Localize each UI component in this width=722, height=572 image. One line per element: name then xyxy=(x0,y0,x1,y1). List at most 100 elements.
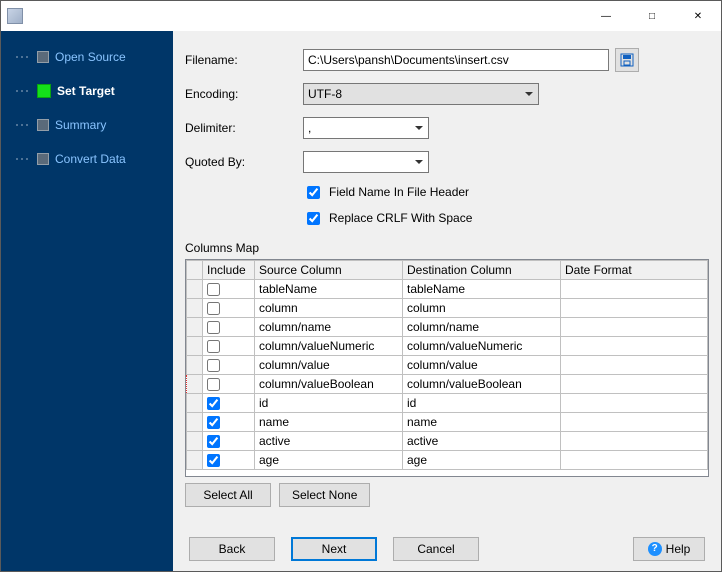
help-icon: ? xyxy=(648,542,662,556)
encoding-select[interactable]: UTF-8 xyxy=(303,83,539,105)
table-row[interactable]: activeactive xyxy=(187,432,708,451)
row-handle[interactable] xyxy=(187,280,203,299)
source-cell[interactable]: column/value xyxy=(255,356,403,375)
include-checkbox[interactable] xyxy=(207,397,220,410)
date-cell[interactable] xyxy=(561,299,708,318)
dest-cell[interactable]: column/valueNumeric xyxy=(403,337,561,356)
row-handle[interactable] xyxy=(187,337,203,356)
include-checkbox[interactable] xyxy=(207,378,220,391)
dest-cell[interactable]: age xyxy=(403,451,561,470)
minimize-button[interactable]: — xyxy=(583,1,629,31)
date-cell[interactable] xyxy=(561,337,708,356)
include-checkbox[interactable] xyxy=(207,435,220,448)
row-handle[interactable] xyxy=(187,356,203,375)
dest-cell[interactable]: column/value xyxy=(403,356,561,375)
table-row[interactable]: column/valueNumericcolumn/valueNumeric xyxy=(187,337,708,356)
delimiter-select[interactable]: , xyxy=(303,117,429,139)
wizard-step[interactable]: Open Source xyxy=(13,45,165,69)
include-checkbox[interactable] xyxy=(207,302,220,315)
source-cell[interactable]: id xyxy=(255,394,403,413)
include-checkbox[interactable] xyxy=(207,359,220,372)
table-row[interactable]: tableNametableName xyxy=(187,280,708,299)
wizard-step[interactable]: Set Target xyxy=(13,79,165,103)
dest-cell[interactable]: active xyxy=(403,432,561,451)
encoding-label: Encoding: xyxy=(185,87,303,101)
include-checkbox[interactable] xyxy=(207,321,220,334)
row-handle[interactable] xyxy=(187,432,203,451)
table-header-source[interactable]: Source Column xyxy=(255,261,403,280)
wizard-step[interactable]: Convert Data xyxy=(13,147,165,171)
source-cell[interactable]: column/name xyxy=(255,318,403,337)
row-handle[interactable] xyxy=(187,394,203,413)
help-button[interactable]: ? Help xyxy=(633,537,705,561)
date-cell[interactable] xyxy=(561,318,708,337)
dest-cell[interactable]: id xyxy=(403,394,561,413)
table-header-dest[interactable]: Destination Column xyxy=(403,261,561,280)
maximize-button[interactable]: □ xyxy=(629,1,675,31)
close-button[interactable]: ✕ xyxy=(675,1,721,31)
source-cell[interactable]: tableName xyxy=(255,280,403,299)
help-label: Help xyxy=(666,542,691,556)
table-row[interactable]: namename xyxy=(187,413,708,432)
field-header-label[interactable]: Field Name In File Header xyxy=(329,185,469,199)
source-cell[interactable]: age xyxy=(255,451,403,470)
date-cell[interactable] xyxy=(561,432,708,451)
columns-map-table: Include Source Column Destination Column… xyxy=(185,259,709,477)
save-icon xyxy=(620,53,634,67)
date-cell[interactable] xyxy=(561,280,708,299)
columns-map-label: Columns Map xyxy=(185,241,709,255)
back-button[interactable]: Back xyxy=(189,537,275,561)
step-marker-icon xyxy=(37,51,49,63)
replace-crlf-label[interactable]: Replace CRLF With Space xyxy=(329,211,472,225)
include-checkbox[interactable] xyxy=(207,454,220,467)
date-cell[interactable] xyxy=(561,394,708,413)
table-row[interactable]: column/valuecolumn/value xyxy=(187,356,708,375)
select-none-button[interactable]: Select None xyxy=(279,483,370,507)
source-cell[interactable]: name xyxy=(255,413,403,432)
source-cell[interactable]: column xyxy=(255,299,403,318)
date-cell[interactable] xyxy=(561,375,708,394)
select-all-button[interactable]: Select All xyxy=(185,483,271,507)
app-icon xyxy=(7,8,23,24)
row-handle[interactable] xyxy=(187,299,203,318)
source-cell[interactable]: column/valueBoolean xyxy=(255,375,403,394)
step-marker-icon xyxy=(37,119,49,131)
row-handle[interactable] xyxy=(187,451,203,470)
table-row[interactable]: columncolumn xyxy=(187,299,708,318)
table-row[interactable]: column/namecolumn/name xyxy=(187,318,708,337)
table-header-date[interactable]: Date Format xyxy=(561,261,708,280)
dest-cell[interactable]: column xyxy=(403,299,561,318)
date-cell[interactable] xyxy=(561,413,708,432)
replace-crlf-checkbox[interactable] xyxy=(307,212,320,225)
filename-input[interactable] xyxy=(303,49,609,71)
main-panel: Filename: Encoding: UTF-8 Deli xyxy=(173,31,721,571)
include-checkbox[interactable] xyxy=(207,283,220,296)
row-handle[interactable] xyxy=(187,413,203,432)
step-marker-icon xyxy=(37,84,51,98)
cancel-button[interactable]: Cancel xyxy=(393,537,479,561)
field-header-checkbox[interactable] xyxy=(307,186,320,199)
source-cell[interactable]: active xyxy=(255,432,403,451)
table-row[interactable]: ageage xyxy=(187,451,708,470)
step-label: Set Target xyxy=(57,84,115,98)
next-button[interactable]: Next xyxy=(291,537,377,561)
date-cell[interactable] xyxy=(561,356,708,375)
wizard-step[interactable]: Summary xyxy=(13,113,165,137)
dest-cell[interactable]: name xyxy=(403,413,561,432)
table-row[interactable]: idid xyxy=(187,394,708,413)
table-row[interactable]: column/valueBooleancolumn/valueBoolean xyxy=(187,375,708,394)
table-header-include[interactable]: Include xyxy=(203,261,255,280)
row-handle[interactable] xyxy=(187,318,203,337)
source-cell[interactable]: column/valueNumeric xyxy=(255,337,403,356)
quoted-select[interactable] xyxy=(303,151,429,173)
date-cell[interactable] xyxy=(561,451,708,470)
filename-label: Filename: xyxy=(185,53,303,67)
include-checkbox[interactable] xyxy=(207,340,220,353)
browse-button[interactable] xyxy=(615,48,639,72)
dest-cell[interactable]: column/valueBoolean xyxy=(403,375,561,394)
step-label: Convert Data xyxy=(55,152,126,166)
row-handle[interactable] xyxy=(187,375,203,394)
include-checkbox[interactable] xyxy=(207,416,220,429)
dest-cell[interactable]: tableName xyxy=(403,280,561,299)
dest-cell[interactable]: column/name xyxy=(403,318,561,337)
